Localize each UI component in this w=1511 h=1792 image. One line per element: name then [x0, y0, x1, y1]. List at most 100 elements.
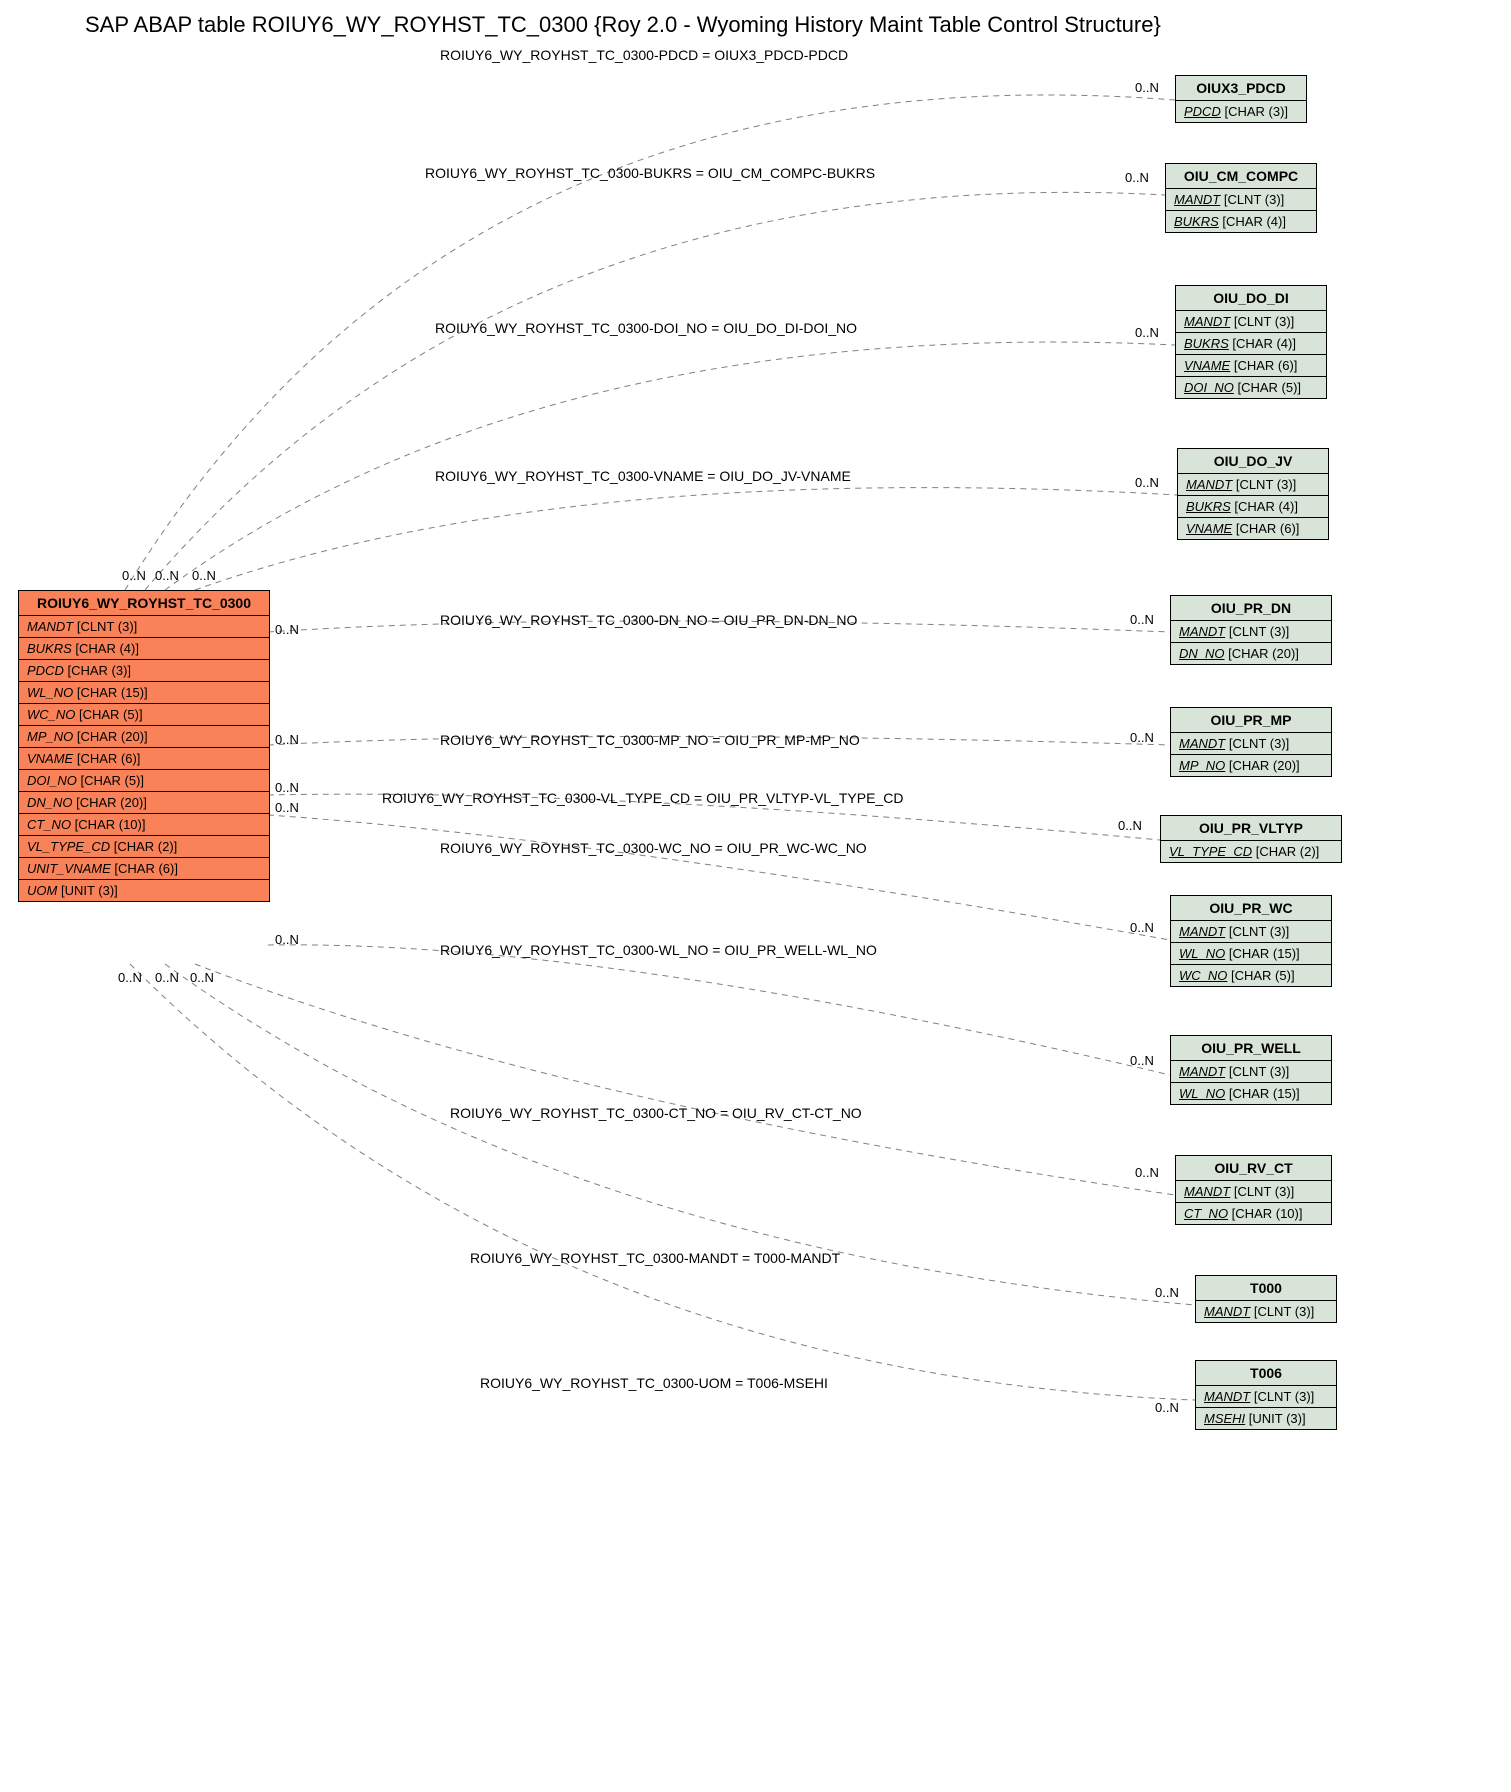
- entity-field: VL_TYPE_CD [CHAR (2)]: [19, 836, 269, 858]
- edge-label: ROIUY6_WY_ROYHST_TC_0300-UOM = T006-MSEH…: [480, 1375, 828, 1391]
- edge-label: ROIUY6_WY_ROYHST_TC_0300-PDCD = OIUX3_PD…: [440, 47, 848, 63]
- entity-field: VL_TYPE_CD [CHAR (2)]: [1161, 841, 1341, 862]
- entity-field: MANDT [CLNT (3)]: [1171, 733, 1331, 755]
- entity-roiuy6_wy_royhst_tc_0300: ROIUY6_WY_ROYHST_TC_0300MANDT [CLNT (3)]…: [18, 590, 270, 902]
- entity-header: T006: [1196, 1361, 1336, 1386]
- entity-field: DOI_NO [CHAR (5)]: [1176, 377, 1326, 398]
- entity-field: MANDT [CLNT (3)]: [1176, 311, 1326, 333]
- entity-header: OIU_DO_DI: [1176, 286, 1326, 311]
- entity-oiu_pr_vltyp: OIU_PR_VLTYPVL_TYPE_CD [CHAR (2)]: [1160, 815, 1342, 863]
- entity-header: OIU_CM_COMPC: [1166, 164, 1316, 189]
- entity-field: BUKRS [CHAR (4)]: [1176, 333, 1326, 355]
- edge-label: ROIUY6_WY_ROYHST_TC_0300-VL_TYPE_CD = OI…: [382, 790, 903, 806]
- entity-field: VNAME [CHAR (6)]: [19, 748, 269, 770]
- entity-field: MANDT [CLNT (3)]: [1171, 1061, 1331, 1083]
- edge-label: ROIUY6_WY_ROYHST_TC_0300-MP_NO = OIU_PR_…: [440, 732, 860, 748]
- entity-field: VNAME [CHAR (6)]: [1178, 518, 1328, 539]
- cardinality-source: 0..N: [155, 568, 179, 583]
- entity-field: MANDT [CLNT (3)]: [1171, 921, 1331, 943]
- cardinality-source: 0..N: [275, 732, 299, 747]
- entity-field: VNAME [CHAR (6)]: [1176, 355, 1326, 377]
- edge-label: ROIUY6_WY_ROYHST_TC_0300-MANDT = T000-MA…: [470, 1250, 840, 1266]
- cardinality-target: 0..N: [1130, 1053, 1154, 1068]
- entity-field: MANDT [CLNT (3)]: [1196, 1386, 1336, 1408]
- entity-header: OIU_DO_JV: [1178, 449, 1328, 474]
- entity-field: MANDT [CLNT (3)]: [1171, 621, 1331, 643]
- cardinality-target: 0..N: [1118, 818, 1142, 833]
- entity-field: WL_NO [CHAR (15)]: [19, 682, 269, 704]
- entity-header: OIUX3_PDCD: [1176, 76, 1306, 101]
- entity-oiu_rv_ct: OIU_RV_CTMANDT [CLNT (3)]CT_NO [CHAR (10…: [1175, 1155, 1332, 1225]
- entity-oiu_pr_well: OIU_PR_WELLMANDT [CLNT (3)]WL_NO [CHAR (…: [1170, 1035, 1332, 1105]
- entity-field: PDCD [CHAR (3)]: [1176, 101, 1306, 122]
- cardinality-source: 0..N: [275, 800, 299, 815]
- entity-field: MANDT [CLNT (3)]: [1196, 1301, 1336, 1322]
- cardinality-target: 0..N: [1135, 1165, 1159, 1180]
- edge-label: ROIUY6_WY_ROYHST_TC_0300-BUKRS = OIU_CM_…: [425, 165, 875, 181]
- entity-field: DOI_NO [CHAR (5)]: [19, 770, 269, 792]
- entity-field: CT_NO [CHAR (10)]: [19, 814, 269, 836]
- entity-oiux3_pdcd: OIUX3_PDCDPDCD [CHAR (3)]: [1175, 75, 1307, 123]
- edge-label: ROIUY6_WY_ROYHST_TC_0300-CT_NO = OIU_RV_…: [450, 1105, 862, 1121]
- entity-field: MANDT [CLNT (3)]: [1178, 474, 1328, 496]
- entity-field: UNIT_VNAME [CHAR (6)]: [19, 858, 269, 880]
- cardinality-target: 0..N: [1135, 325, 1159, 340]
- cardinality-source: 0..N: [118, 970, 142, 985]
- entity-field: BUKRS [CHAR (4)]: [19, 638, 269, 660]
- entity-field: BUKRS [CHAR (4)]: [1166, 211, 1316, 232]
- entity-field: WL_NO [CHAR (15)]: [1171, 1083, 1331, 1104]
- entity-field: MP_NO [CHAR (20)]: [1171, 755, 1331, 776]
- entity-field: DN_NO [CHAR (20)]: [1171, 643, 1331, 664]
- cardinality-source: 0..N: [192, 568, 216, 583]
- entity-field: CT_NO [CHAR (10)]: [1176, 1203, 1331, 1224]
- entity-oiu_pr_mp: OIU_PR_MPMANDT [CLNT (3)]MP_NO [CHAR (20…: [1170, 707, 1332, 777]
- entity-header: ROIUY6_WY_ROYHST_TC_0300: [19, 591, 269, 616]
- cardinality-source: 0..N: [275, 780, 299, 795]
- entity-field: MANDT [CLNT (3)]: [1176, 1181, 1331, 1203]
- entity-header: OIU_PR_MP: [1171, 708, 1331, 733]
- entity-field: MSEHI [UNIT (3)]: [1196, 1408, 1336, 1429]
- cardinality-target: 0..N: [1130, 730, 1154, 745]
- entity-field: MANDT [CLNT (3)]: [19, 616, 269, 638]
- cardinality-target: 0..N: [1155, 1400, 1179, 1415]
- entity-field: MP_NO [CHAR (20)]: [19, 726, 269, 748]
- edge-label: ROIUY6_WY_ROYHST_TC_0300-VNAME = OIU_DO_…: [435, 468, 851, 484]
- cardinality-source: 0..N: [190, 970, 214, 985]
- edge-label: ROIUY6_WY_ROYHST_TC_0300-DN_NO = OIU_PR_…: [440, 612, 857, 628]
- edge-label: ROIUY6_WY_ROYHST_TC_0300-WC_NO = OIU_PR_…: [440, 840, 867, 856]
- edge-label: ROIUY6_WY_ROYHST_TC_0300-WL_NO = OIU_PR_…: [440, 942, 877, 958]
- entity-oiu_pr_wc: OIU_PR_WCMANDT [CLNT (3)]WL_NO [CHAR (15…: [1170, 895, 1332, 987]
- edge-label: ROIUY6_WY_ROYHST_TC_0300-DOI_NO = OIU_DO…: [435, 320, 857, 336]
- entity-field: UOM [UNIT (3)]: [19, 880, 269, 901]
- cardinality-source: 0..N: [275, 622, 299, 637]
- entity-header: OIU_RV_CT: [1176, 1156, 1331, 1181]
- entity-header: OIU_PR_VLTYP: [1161, 816, 1341, 841]
- entity-field: MANDT [CLNT (3)]: [1166, 189, 1316, 211]
- entity-header: OIU_PR_DN: [1171, 596, 1331, 621]
- entity-oiu_pr_dn: OIU_PR_DNMANDT [CLNT (3)]DN_NO [CHAR (20…: [1170, 595, 1332, 665]
- entity-field: WC_NO [CHAR (5)]: [1171, 965, 1331, 986]
- entity-oiu_do_jv: OIU_DO_JVMANDT [CLNT (3)]BUKRS [CHAR (4)…: [1177, 448, 1329, 540]
- entity-field: BUKRS [CHAR (4)]: [1178, 496, 1328, 518]
- cardinality-target: 0..N: [1130, 612, 1154, 627]
- entity-field: PDCD [CHAR (3)]: [19, 660, 269, 682]
- entity-oiu_cm_compc: OIU_CM_COMPCMANDT [CLNT (3)]BUKRS [CHAR …: [1165, 163, 1317, 233]
- cardinality-target: 0..N: [1135, 80, 1159, 95]
- entity-field: WL_NO [CHAR (15)]: [1171, 943, 1331, 965]
- cardinality-source: 0..N: [155, 970, 179, 985]
- page-title: SAP ABAP table ROIUY6_WY_ROYHST_TC_0300 …: [85, 12, 1161, 38]
- cardinality-source: 0..N: [275, 932, 299, 947]
- entity-field: DN_NO [CHAR (20)]: [19, 792, 269, 814]
- entity-header: OIU_PR_WELL: [1171, 1036, 1331, 1061]
- entity-header: T000: [1196, 1276, 1336, 1301]
- entity-t000: T000MANDT [CLNT (3)]: [1195, 1275, 1337, 1323]
- entity-field: WC_NO [CHAR (5)]: [19, 704, 269, 726]
- entity-t006: T006MANDT [CLNT (3)]MSEHI [UNIT (3)]: [1195, 1360, 1337, 1430]
- entity-header: OIU_PR_WC: [1171, 896, 1331, 921]
- cardinality-target: 0..N: [1155, 1285, 1179, 1300]
- entity-oiu_do_di: OIU_DO_DIMANDT [CLNT (3)]BUKRS [CHAR (4)…: [1175, 285, 1327, 399]
- cardinality-target: 0..N: [1135, 475, 1159, 490]
- cardinality-source: 0..N: [122, 568, 146, 583]
- cardinality-target: 0..N: [1130, 920, 1154, 935]
- cardinality-target: 0..N: [1125, 170, 1149, 185]
